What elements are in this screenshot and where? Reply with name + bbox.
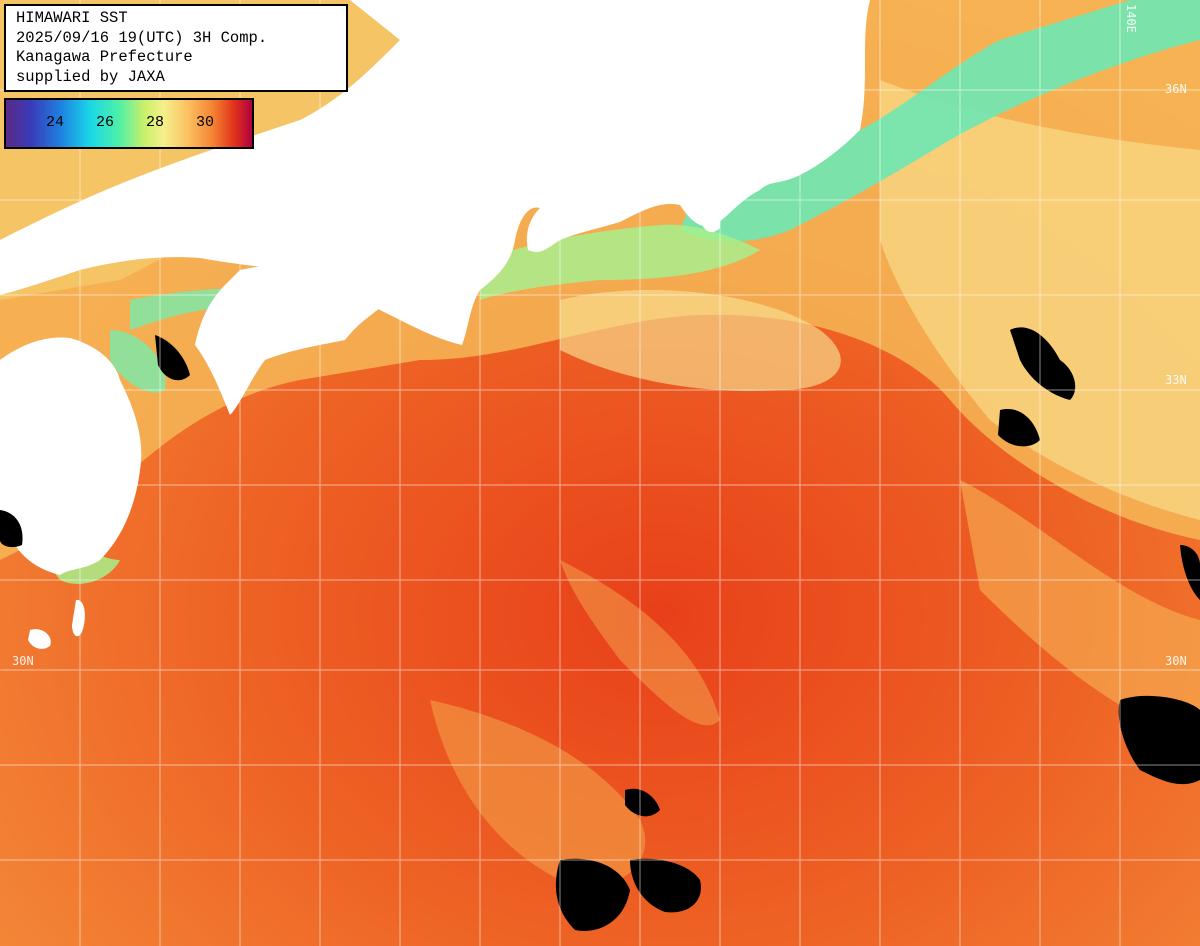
lat-label-36n: 36N bbox=[1165, 82, 1187, 96]
info-line-title: HIMAWARI SST bbox=[16, 9, 128, 27]
land-izu-peninsula bbox=[700, 199, 721, 233]
land-shikoku bbox=[195, 240, 406, 415]
land-tanegashima bbox=[72, 599, 85, 637]
land-kyushu bbox=[0, 337, 142, 575]
info-line-region: Kanagawa Prefecture bbox=[16, 48, 193, 66]
info-line-datetime: 2025/09/16 19(UTC) 3H Comp. bbox=[16, 28, 268, 47]
yellow-streak-south bbox=[430, 700, 646, 886]
colorbar-tick-26: 26 bbox=[96, 114, 115, 131]
sst-colorbar: 24 26 28 30 bbox=[4, 98, 254, 149]
cyan-coast-tokai bbox=[680, 0, 1200, 242]
map-info-box: HIMAWARI SST 2025/09/16 19(UTC) 3H Comp.… bbox=[4, 4, 348, 92]
colorbar-tick-30: 30 bbox=[196, 114, 215, 131]
bungo-green bbox=[110, 330, 166, 393]
land-awaji bbox=[384, 236, 408, 263]
lon-label-136e: 136E bbox=[484, 4, 498, 33]
land-oki bbox=[566, 0, 612, 7]
yellow-swirl bbox=[560, 290, 841, 391]
colorbar-tick-24: 24 bbox=[46, 114, 65, 131]
land-honshu bbox=[0, 0, 870, 345]
lat-label-30n-right: 30N bbox=[1165, 654, 1187, 668]
lat-label-30n-left: 30N bbox=[12, 654, 34, 668]
cloud-mask bbox=[0, 327, 1200, 931]
east-mid-band bbox=[960, 480, 1200, 740]
lat-label-33n: 33N bbox=[1165, 373, 1187, 387]
land-yakushima bbox=[28, 629, 51, 649]
colorbar-tick-28: 28 bbox=[146, 114, 165, 131]
info-line-source: supplied by JAXA bbox=[16, 67, 165, 86]
lon-label-140e: 140E bbox=[1124, 4, 1138, 33]
